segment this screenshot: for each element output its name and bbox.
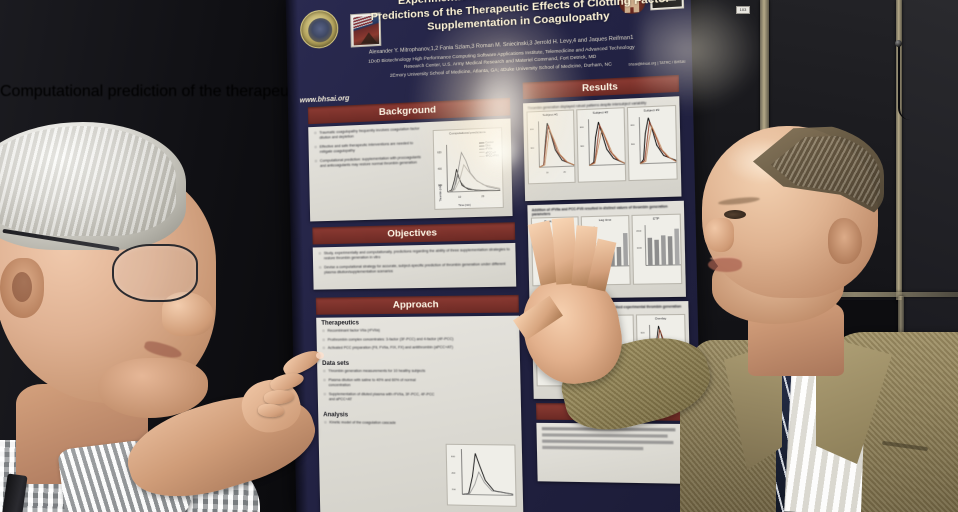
background-bullet: Traumatic coagulopathy frequently involv… <box>314 126 423 141</box>
svg-text:10: 10 <box>546 172 549 174</box>
objectives-bullet: Devise a computational strategy for accu… <box>319 262 511 276</box>
attendee-left-ear-inner <box>12 272 32 302</box>
svg-text:600: 600 <box>530 129 535 131</box>
datasets-item: Plasma dilution with saline to 40% and 6… <box>323 378 435 389</box>
approach-subhead-datasets: Data sets <box>322 360 350 368</box>
presenter-right <box>513 126 958 512</box>
hanging-cable <box>898 44 910 120</box>
svg-text:300: 300 <box>631 144 636 146</box>
legend-entry: 4PCC+FVII <box>479 154 499 158</box>
attendee-left-fingernail <box>316 352 324 359</box>
therapeutics-item: Activated PCC preparation (FII, FVIIa, F… <box>323 345 515 351</box>
panel-number-tag: 103 <box>736 6 750 14</box>
background-figure: Computational predictions 600 400 200 10… <box>432 127 504 210</box>
approach-figure: 600 400 200 <box>445 443 518 507</box>
background-figure-title: Computational predictions <box>449 129 486 136</box>
svg-text:300: 300 <box>530 148 535 150</box>
results-1-plot-3: 600 300 <box>631 111 679 174</box>
results-2-plot-3: 2000 1000 <box>636 220 684 281</box>
svg-text:300: 300 <box>580 146 585 148</box>
svg-text:2000: 2000 <box>636 231 642 233</box>
svg-text:600: 600 <box>451 456 456 458</box>
datasets-item: Thrombin generation measurements for 10 … <box>323 369 434 374</box>
approach-figure-plot: 600 400 200 <box>451 445 518 506</box>
eyeglasses-lens <box>112 244 198 302</box>
therapeutics-item: Prothrombin complex concentrates: 3-fact… <box>323 336 515 343</box>
objectives-bullet: Study, experimentally and computationall… <box>319 247 510 262</box>
results-1-subplot-3: Subject #3 600 300 <box>626 104 679 182</box>
section-card-background: Traumatic coagulopathy frequently involv… <box>308 118 513 222</box>
svg-text:400: 400 <box>438 168 443 171</box>
svg-text:20: 20 <box>481 195 485 198</box>
therapeutics-item: Recombinant factor VIIa (rFVIIa) <box>322 327 514 334</box>
svg-text:600: 600 <box>631 125 636 127</box>
background-figure-ylabel: Thrombin (nM) <box>439 184 443 202</box>
section-heading-results: Results <box>522 74 680 100</box>
svg-text:20: 20 <box>563 172 566 174</box>
presenter-nose <box>704 218 734 252</box>
analysis-item: Kinetic model of the coagulation cascade <box>324 420 433 426</box>
poster-url: www.bhsai.org <box>299 95 350 105</box>
background-bullet: Computational prediction: supplementatio… <box>315 155 424 170</box>
svg-text:600: 600 <box>580 127 585 129</box>
datasets-item: Supplementation of diluted plasma with r… <box>324 392 436 403</box>
svg-text:400: 400 <box>451 473 456 475</box>
approach-subhead-analysis: Analysis <box>323 411 349 419</box>
attendee-left-ear <box>0 258 44 318</box>
section-heading-objectives: Objectives <box>312 222 516 245</box>
background-bullet: Effective and safe therapeutic intervent… <box>315 141 424 156</box>
background-figure-legend: Control Dilut. rFVIIa aPCC+rF 4PCC+FVII <box>478 141 499 158</box>
objectives-bullet-list: Study, experimentally and computationall… <box>313 243 516 283</box>
therapeutics-list: Recombinant factor VIIa (rFVIIa) Prothro… <box>316 327 520 358</box>
results-2-subplot-3: ETP 2000 1000 <box>631 213 684 285</box>
poster-title: Experimental Studies Validate Computatio… <box>370 0 671 38</box>
poster-author-block: Alexander Y. Mitrophanov,1,2 Fania Szlam… <box>343 33 663 82</box>
attendee-left-hair-texture <box>0 126 176 236</box>
attendee-left-hair <box>0 122 186 250</box>
results-1-subplot-2: Subject #2 600 300 <box>576 107 626 183</box>
cable-knob <box>895 40 902 47</box>
background-figure-xlabel: Time (min) <box>458 203 471 208</box>
svg-text:600: 600 <box>437 151 442 154</box>
section-card-objectives: Study, experimentally and computationall… <box>312 242 517 290</box>
results-1-subplot-1: Subject #1 600 300 10 20 <box>526 109 577 185</box>
svg-text:1000: 1000 <box>637 248 643 250</box>
us-army-medical-seal-logo <box>299 8 339 50</box>
section-card-approach: Therapeutics Recombinant factor VIIa (rF… <box>316 315 524 512</box>
datasets-list: Thrombin generation measurements for 10 … <box>317 369 440 410</box>
analysis-list: Kinetic model of the coagulation cascade <box>318 420 439 433</box>
approach-subhead-therapeutics: Therapeutics <box>321 320 360 327</box>
frame-post-right <box>896 0 902 300</box>
results-1-plot-1: 600 300 10 20 <box>530 116 577 174</box>
svg-text:10: 10 <box>458 196 462 199</box>
attendee-left-chin <box>98 358 208 418</box>
presenter-mouth <box>708 258 742 272</box>
frame-rail-lower <box>770 292 958 297</box>
background-bullet-list: Traumatic coagulopathy frequently involv… <box>308 122 429 176</box>
attendee-left <box>0 122 325 512</box>
presenter-eye <box>724 210 746 219</box>
svg-text:600: 600 <box>641 332 646 334</box>
section-heading-approach: Approach <box>315 294 519 315</box>
svg-text:200: 200 <box>452 489 457 491</box>
presenter-ear <box>828 218 862 264</box>
